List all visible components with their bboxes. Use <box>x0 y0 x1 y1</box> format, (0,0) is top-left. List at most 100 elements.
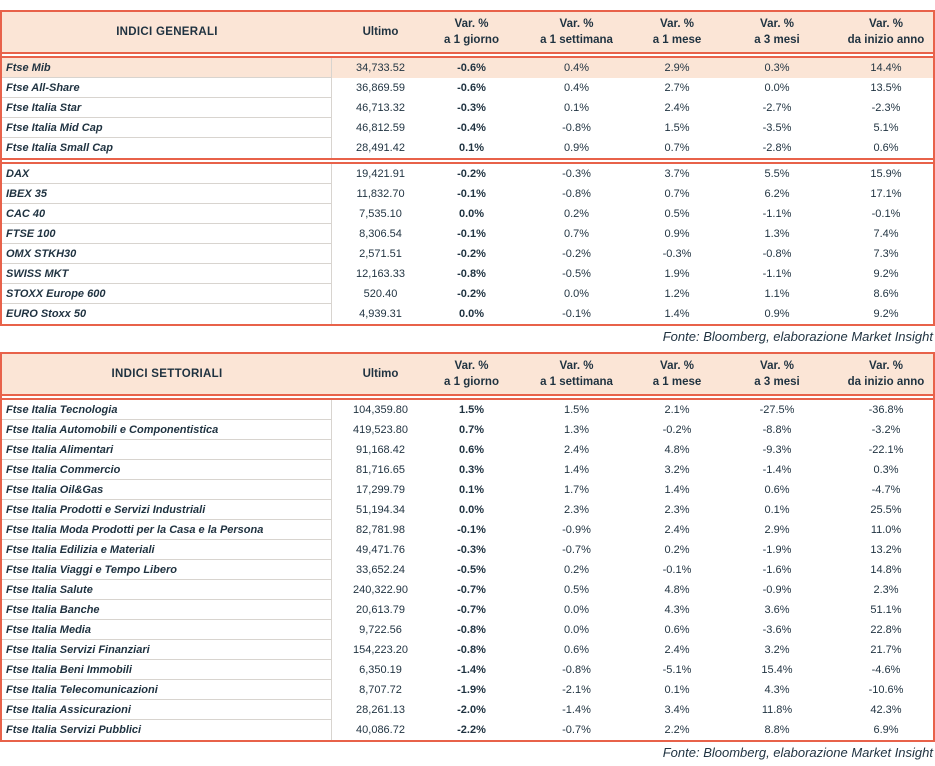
var-3-mesi-value: -2.8% <box>762 142 792 154</box>
ultimo-value: 11,832.70 <box>356 188 405 200</box>
var-inizio-anno-value: -22.1% <box>868 444 904 456</box>
column-header-var-1-settimana: Var. % a 1 settimana <box>514 354 639 394</box>
column-header-var-inizio-anno: Var. % da inizio anno <box>839 354 933 394</box>
table-indici-settoriali: INDICI SETTORIALI Ultimo Var. % a 1 gior… <box>0 352 935 742</box>
ultimo-value: 49,471.76 <box>356 544 405 556</box>
var-1-mese-value: 0.7% <box>664 142 690 154</box>
var-inizio-anno-value: 25.5% <box>870 504 902 516</box>
ultimo-value: 12,163.33 <box>356 268 405 280</box>
var-inizio-anno-value: 13.2% <box>870 544 902 556</box>
var-1-settimana-value: 0.4% <box>563 82 590 94</box>
var-inizio-anno-value: 42.3% <box>870 704 902 716</box>
var-1-giorno-value: -0.7% <box>457 604 486 616</box>
var-3-mesi-value: 6.2% <box>764 188 790 200</box>
table-row: Ftse Italia Tecnologia 104,359.80 1.5% 1.5%… <box>2 400 933 420</box>
var-1-giorno-value: -0.6% <box>457 62 486 74</box>
index-name: EURO Stoxx 50 <box>2 304 332 324</box>
var-1-mese-value: 2.3% <box>664 504 690 516</box>
var-1-settimana-value: -0.8% <box>562 122 591 134</box>
var-1-mese-value: 0.5% <box>664 208 690 220</box>
var-1-mese-value: 4.8% <box>664 584 690 596</box>
var-3-mesi-value: -0.9% <box>762 584 792 596</box>
var-1-giorno-value: -0.3% <box>457 544 486 556</box>
var-1-mese-value: 2.7% <box>664 82 690 94</box>
var-1-giorno-value: -0.1% <box>457 228 486 240</box>
ultimo-value: 419,523.80 <box>352 424 409 436</box>
var-1-settimana-value: 1.5% <box>563 404 590 416</box>
index-name: CAC 40 <box>2 204 332 224</box>
var-1-giorno-value: -0.8% <box>457 644 486 656</box>
index-name: SWISS MKT <box>2 264 332 284</box>
var-1-settimana-value: -0.5% <box>562 268 591 280</box>
var-inizio-anno-value: 5.1% <box>873 122 899 134</box>
table-row: Ftse Italia Prodotti e Servizi Industria… <box>2 500 933 520</box>
table-row: Ftse Italia Servizi Pubblici 40,086.72 -2.… <box>2 720 933 740</box>
var-inizio-anno-value: 17.1% <box>870 188 902 200</box>
index-name: Ftse Italia Prodotti e Servizi Industria… <box>2 500 332 520</box>
var-1-settimana-value: 0.0% <box>563 624 590 636</box>
table-section: Ftse Italia Tecnologia 104,359.80 1.5% 1.5%… <box>2 400 933 740</box>
table-row: Ftse Italia Alimentari 91,168.42 0.6% 2.4% 4… <box>2 440 933 460</box>
var-3-mesi-value: -8.8% <box>762 424 792 436</box>
var-1-settimana-value: -0.9% <box>562 524 591 536</box>
index-name: IBEX 35 <box>2 184 332 204</box>
var-3-mesi-value: -3.6% <box>762 624 792 636</box>
table-row: Ftse Italia Banche 20,613.79 -0.7% 0.0% 4.3%… <box>2 600 933 620</box>
table-row: Ftse Italia Small Cap 28,491.42 0.1% 0.9% 0.… <box>2 138 933 158</box>
var-label: Var. % <box>869 18 903 30</box>
var-3-mesi-value: -2.7% <box>762 102 792 114</box>
index-name: DAX <box>2 164 332 184</box>
table-row: Ftse Italia Automobili e Componentistica… <box>2 420 933 440</box>
var-inizio-anno-value: -2.3% <box>871 102 901 114</box>
var-1-giorno-value: -0.5% <box>457 564 486 576</box>
var-1-settimana-value: -0.3% <box>562 168 591 180</box>
index-name: Ftse Italia Telecomunicazioni <box>2 680 332 700</box>
var-inizio-anno-value: 0.3% <box>873 464 899 476</box>
index-name: Ftse Italia Star <box>2 98 332 118</box>
var-1-settimana-value: 2.3% <box>563 504 590 516</box>
var-label: Var. % <box>760 18 794 30</box>
index-name: FTSE 100 <box>2 224 332 244</box>
table-row: Ftse Italia Moda Prodotti per la Casa e … <box>2 520 933 540</box>
table-indici-generali: INDICI GENERALI Ultimo Var. % a 1 giorno… <box>0 10 935 326</box>
var-1-mese-value: 0.7% <box>664 188 690 200</box>
var-inizio-anno-value: -10.6% <box>868 684 904 696</box>
var-inizio-anno-value: 0.6% <box>873 142 899 154</box>
ultimo-value: 40,086.72 <box>356 724 405 736</box>
var-3-mesi-value: 1.1% <box>764 288 790 300</box>
index-name: Ftse Italia Beni Immobili <box>2 660 332 680</box>
var-inizio-anno-value: 6.9% <box>873 724 899 736</box>
var-1-giorno-value: -0.2% <box>457 168 486 180</box>
column-header-var-1-settimana: Var. % a 1 settimana <box>514 12 639 52</box>
period-label: a 1 giorno <box>444 34 499 46</box>
var-1-giorno-value: 0.6% <box>458 444 485 456</box>
ultimo-value: 46,713.32 <box>356 102 405 114</box>
var-1-mese-value: 2.4% <box>664 644 690 656</box>
var-1-giorno-value: -0.2% <box>457 248 486 260</box>
var-label: Var. % <box>559 18 594 30</box>
table-section: Ftse Mib 34,733.52 -0.6% 0.4% 2.9% 0.3% 14.4% F… <box>2 58 933 158</box>
var-1-mese-value: 0.2% <box>664 544 690 556</box>
var-3-mesi-value: -0.8% <box>762 248 792 260</box>
ultimo-value: 51,194.34 <box>356 504 405 516</box>
column-header-var-1-mese: Var. % a 1 mese <box>639 354 715 394</box>
index-name: Ftse Italia Alimentari <box>2 440 332 460</box>
table-title: INDICI SETTORIALI <box>111 368 223 380</box>
var-1-settimana-value: 1.3% <box>563 424 590 436</box>
index-name: Ftse Italia Tecnologia <box>2 400 332 420</box>
var-3-mesi-value: 0.9% <box>764 308 790 320</box>
table-row: Ftse Italia Telecomunicazioni 8,707.72 -1.… <box>2 680 933 700</box>
var-inizio-anno-value: -4.6% <box>871 664 901 676</box>
var-label: Var. % <box>660 360 694 372</box>
index-name: OMX STKH30 <box>2 244 332 264</box>
var-1-giorno-value: -0.3% <box>457 102 486 114</box>
var-3-mesi-value: 8.8% <box>764 724 790 736</box>
column-header-ultimo: Ultimo <box>362 368 399 380</box>
table-row: Ftse Italia Edilizia e Materiali 49,471.7… <box>2 540 933 560</box>
var-3-mesi-value: 15.4% <box>761 664 793 676</box>
ultimo-value: 9,722.56 <box>359 624 402 636</box>
var-1-mese-value: 3.7% <box>664 168 690 180</box>
ultimo-value: 33,652.24 <box>356 564 405 576</box>
var-1-giorno-value: -0.2% <box>457 288 486 300</box>
column-header-var-1-giorno: Var. % a 1 giorno <box>429 354 514 394</box>
